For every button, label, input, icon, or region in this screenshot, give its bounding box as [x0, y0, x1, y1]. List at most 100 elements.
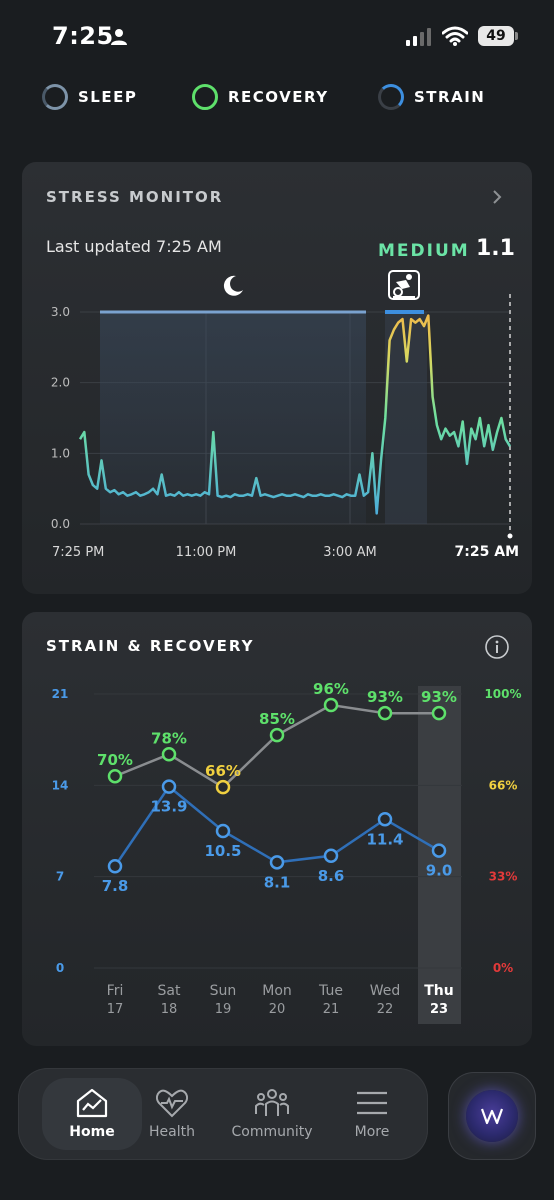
chevron-right-icon[interactable]: [490, 190, 504, 204]
recovery-data-label: 85%: [259, 710, 295, 728]
strain-point[interactable]: [161, 779, 177, 794]
day-date-label[interactable]: 21: [323, 1002, 340, 1017]
recovery-data-label: 78%: [151, 729, 187, 747]
nav-item-home[interactable]: Home: [42, 1068, 142, 1160]
recovery-point[interactable]: [215, 779, 231, 795]
day-date-label[interactable]: 18: [161, 1002, 178, 1017]
strain-data-label: 7.8: [102, 877, 129, 895]
strain-point[interactable]: [377, 812, 393, 827]
whoop-orb: [466, 1090, 518, 1142]
day-name-label[interactable]: Fri: [107, 983, 124, 999]
nav-community-label: Community: [231, 1124, 313, 1140]
stress-level: MEDIUM: [378, 241, 470, 261]
recovery-point[interactable]: [323, 697, 339, 713]
strain-point[interactable]: [107, 858, 123, 874]
strain-recovery-title: STRAIN & RECOVERY: [46, 637, 255, 655]
strain-point[interactable]: [323, 848, 339, 864]
sleep-ring-icon: [42, 84, 68, 110]
day-name-label[interactable]: Thu: [424, 983, 453, 999]
cellular-signal-icon: [406, 28, 431, 46]
day-date-label[interactable]: 19: [215, 1002, 232, 1017]
now-marker-dot: [507, 533, 513, 539]
recovery-data-label: 96%: [313, 680, 349, 698]
x-tick-label: 7:25 PM: [52, 545, 104, 560]
stress-chart: 0.0 1.0 2.0 3.0 7:25 PM 11:00 PM 3:00 AM 7:25 A…: [51, 294, 519, 560]
person-icon: [111, 29, 127, 45]
day-date-label[interactable]: 23: [430, 1002, 448, 1017]
nav-item-more[interactable]: More: [322, 1068, 422, 1160]
stress-last-updated: Last updated 7:25 AM: [46, 237, 222, 256]
day-date-label[interactable]: 22: [377, 1002, 394, 1017]
strain-recovery-chart: 70%78%66%85%96% 93% 93%7.813.910.58.1 8.611…: [52, 680, 522, 1024]
exercise-bike-icon: [388, 270, 420, 300]
y-tick-label: 0.0: [51, 517, 70, 531]
info-icon[interactable]: [484, 634, 510, 660]
day-name-label[interactable]: Tue: [318, 983, 343, 999]
nav-item-health[interactable]: Health: [122, 1068, 222, 1160]
nav-more-label: More: [354, 1124, 390, 1140]
bottom-nav: Home Health Community More: [18, 1068, 428, 1160]
recovery-axis-label: 33%: [489, 870, 518, 884]
strain-point[interactable]: [431, 843, 447, 858]
tab-recovery-label: RECOVERY: [228, 88, 329, 106]
stress-series-line: [78, 314, 512, 515]
stress-monitor-title: STRESS MONITOR: [46, 188, 224, 206]
tab-sleep-label: SLEEP: [78, 88, 138, 106]
recovery-axis-label: 100%: [484, 687, 521, 701]
y-tick-label: 3.0: [51, 305, 70, 319]
strain-data-label: 8.6: [318, 867, 345, 885]
y-tick-label: 2.0: [51, 376, 70, 390]
recovery-ring-icon: [192, 84, 218, 110]
day-date-label[interactable]: 20: [269, 1002, 286, 1017]
community-icon: [255, 1089, 289, 1116]
strain-data-label: 13.9: [150, 798, 187, 816]
strain-point[interactable]: [215, 823, 231, 839]
nav-item-community[interactable]: Community: [222, 1068, 322, 1160]
recovery-data-label: 70%: [97, 751, 133, 769]
recovery-point[interactable]: [107, 768, 123, 784]
recovery-data-label: 93%: [421, 688, 457, 706]
day-name-label[interactable]: Sun: [210, 983, 237, 999]
tab-strain[interactable]: STRAIN: [378, 78, 485, 116]
recovery-data-label: 93%: [367, 688, 403, 706]
moon-icon: [223, 275, 243, 296]
x-tick-label: 11:00 PM: [176, 545, 237, 560]
recovery-point[interactable]: [269, 727, 285, 743]
recovery-point[interactable]: [431, 705, 447, 721]
menu-icon: [357, 1091, 387, 1115]
nav-health-label: Health: [149, 1124, 195, 1140]
home-chart-icon: [76, 1088, 108, 1118]
recovery-data-label: 66%: [205, 762, 241, 780]
day-name-label[interactable]: Mon: [262, 983, 292, 999]
x-tick-label: 3:00 AM: [323, 545, 376, 560]
recovery-point[interactable]: [377, 705, 393, 721]
strain-point[interactable]: [269, 855, 285, 870]
strain-axis-label: 0: [56, 961, 64, 975]
strain-data-label: 8.1: [264, 873, 291, 891]
battery-tip: [515, 32, 518, 40]
strain-axis-label: 21: [52, 687, 69, 701]
heart-pulse-icon: [155, 1089, 189, 1118]
x-tick-label: 7:25 AM: [455, 544, 519, 560]
day-name-label[interactable]: Sat: [158, 983, 181, 999]
strain-data-label: 11.4: [366, 830, 403, 848]
sleep-period-band: [100, 312, 366, 524]
day-date-label[interactable]: 17: [107, 1002, 124, 1017]
status-time: 7:25: [52, 22, 114, 50]
y-tick-label: 1.0: [51, 446, 70, 460]
stress-value: 1.1: [476, 236, 515, 261]
tab-strain-label: STRAIN: [414, 88, 486, 106]
strain-ring-icon: [378, 84, 404, 110]
tab-recovery[interactable]: RECOVERY: [192, 78, 329, 116]
whoop-logo-icon: [480, 1108, 504, 1125]
strain-axis-label: 7: [56, 870, 64, 884]
strain-data-label: 9.0: [426, 862, 453, 880]
recovery-point[interactable]: [161, 747, 177, 762]
recovery-axis-label: 0%: [493, 961, 513, 975]
nav-home-label: Home: [69, 1124, 115, 1140]
day-name-label[interactable]: Wed: [370, 983, 401, 999]
strain-axis-label: 14: [52, 778, 69, 792]
recovery-axis-label: 66%: [489, 778, 518, 792]
strain-data-label: 10.5: [204, 842, 241, 860]
tab-sleep[interactable]: SLEEP: [42, 78, 137, 116]
